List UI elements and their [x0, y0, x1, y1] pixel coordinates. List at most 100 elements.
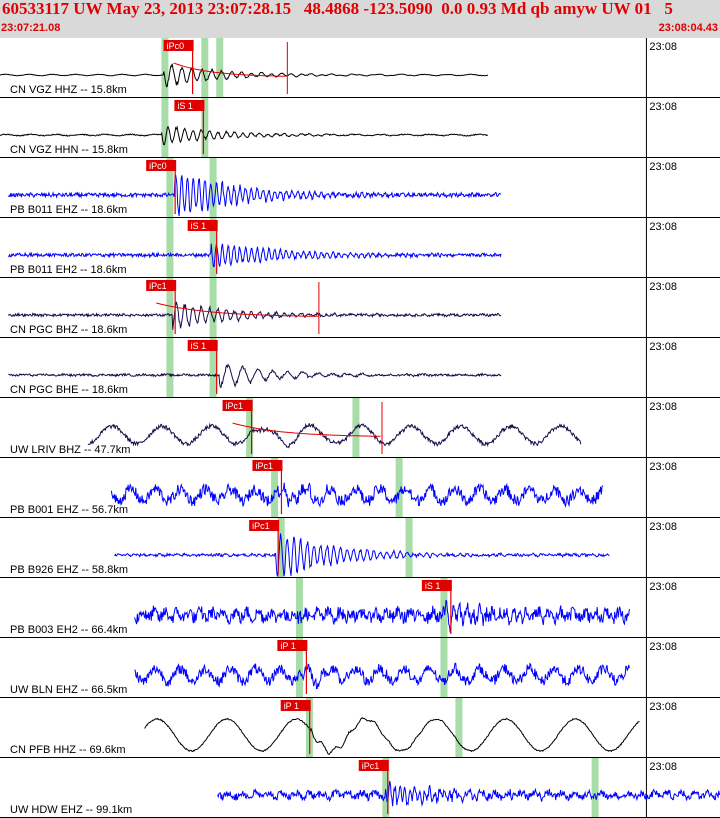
pick-flag	[146, 280, 177, 291]
trace-label: PB B011 EH2 -- 18.6km	[10, 264, 127, 276]
trace-row: 23:08 iPc0 PB B011 EHZ -- 18.6km	[0, 158, 720, 218]
waveform-trace	[134, 599, 630, 633]
trace-row: 23:08 iS 1 PB B003 EH2 -- 66.4km	[0, 578, 720, 638]
pick-flag	[358, 760, 389, 771]
pick-flag-label: iPc1	[149, 281, 167, 291]
trace-row: 23:08 iP 1 UW BLN EHZ -- 66.5km	[0, 638, 720, 698]
phase-window-marker	[395, 458, 403, 518]
trace-label: CN VGZ HHZ -- 15.8km	[10, 84, 127, 96]
pick-flag-label: iPc0	[149, 161, 167, 171]
trace-row: 23:08 iS 1 CN PGC BHE -- 18.6km	[0, 338, 720, 398]
pick-flag	[421, 580, 452, 591]
minute-tick-label: 23:08	[649, 401, 677, 413]
phase-window-marker	[166, 158, 174, 218]
pick-flag	[252, 460, 283, 471]
phase-window-marker	[166, 218, 174, 278]
phase-window-marker	[277, 518, 285, 578]
phase-window-marker	[246, 398, 254, 458]
trace-row: 23:08 iPc1 UW HDW EHZ -- 99.1km	[0, 758, 720, 818]
phase-window-marker	[209, 158, 217, 218]
minute-tick-label: 23:08	[649, 221, 677, 233]
waveform-trace	[110, 482, 604, 508]
trace-label: CN PGC BHE -- 18.6km	[10, 384, 128, 396]
phase-window-marker	[216, 38, 224, 98]
minute-tick-label: 23:08	[649, 101, 677, 113]
trace-label: UW HDW EHZ -- 99.1km	[10, 804, 132, 816]
phase-window-marker	[382, 758, 390, 818]
phase-window-marker	[209, 218, 217, 278]
minute-tick-label: 23:08	[649, 281, 677, 293]
pick-flag	[277, 640, 308, 651]
time-end-label: 23:08:04.43	[658, 22, 718, 34]
phase-window-marker	[352, 398, 360, 458]
phase-window-marker	[591, 758, 599, 818]
waveform-trace	[87, 422, 582, 449]
phase-window-marker	[209, 278, 217, 338]
waveform-trace	[8, 363, 502, 388]
waveform-trace	[0, 125, 488, 146]
phase-window-marker	[201, 98, 209, 158]
trace-label: PB B001 EHZ -- 56.7km	[10, 504, 128, 516]
pick-flag	[163, 40, 194, 51]
pick-flag	[187, 220, 218, 231]
pick-flag	[187, 340, 218, 351]
time-start-label: 23:07:21.08	[1, 22, 61, 34]
waveform-trace	[7, 243, 502, 268]
phase-window-marker	[201, 38, 209, 98]
trace-label: UW LRIV BHZ -- 47.7km	[10, 444, 130, 456]
minute-tick-label: 23:08	[649, 41, 677, 53]
phase-window-marker	[295, 578, 303, 638]
pick-flag	[222, 400, 253, 411]
pick-flag	[146, 160, 177, 171]
trace-label: PB B003 EH2 -- 66.4km	[10, 624, 127, 636]
trace-label: UW BLN EHZ -- 66.5km	[10, 684, 127, 696]
trace-row: 23:08 iS 1 CN VGZ HHN -- 15.8km	[0, 98, 720, 158]
minute-tick-label: 23:08	[649, 641, 677, 653]
phase-window-marker	[166, 338, 174, 398]
phase-window-marker	[209, 338, 217, 398]
phase-window-marker	[161, 38, 169, 98]
trace-label: CN PGC BHZ -- 18.6km	[10, 324, 127, 336]
pick-flag-label: iS 1	[191, 221, 207, 231]
minute-tick-label: 23:08	[649, 701, 677, 713]
event-title: 60533117 UW May 23, 2013 23:07:28.15 48.…	[2, 0, 673, 18]
minute-tick-label: 23:08	[649, 461, 677, 473]
pick-flag-label: iPc1	[226, 401, 244, 411]
trace-label: PB B011 EHZ -- 18.6km	[10, 204, 127, 216]
phase-window-marker	[295, 638, 303, 698]
phase-window-marker	[166, 278, 174, 338]
pick-flag-label: iS 1	[191, 341, 207, 351]
waveform-trace	[7, 174, 502, 217]
pick-flag	[174, 100, 205, 111]
pick-flag-label: iP 1	[284, 701, 299, 711]
waveform-trace	[144, 717, 640, 755]
trace-row: 23:08 iPc1 PB B001 EHZ -- 56.7km	[0, 458, 720, 518]
header-bar: 60533117 UW May 23, 2013 23:07:28.15 48.…	[0, 0, 720, 38]
pick-flag	[280, 700, 311, 711]
pick-flag	[249, 520, 280, 531]
trace-row: 23:08 iS 1 PB B011 EH2 -- 18.6km	[0, 218, 720, 278]
phase-window-marker	[161, 98, 169, 158]
trace-label: CN VGZ HHN -- 15.8km	[10, 144, 128, 156]
trace-row: 23:08 iPc1 PB B926 EHZ -- 58.8km	[0, 518, 720, 578]
phase-window-marker	[405, 518, 413, 578]
trace-row: 23:08 iP 1 CN PFB HHZ -- 69.6km	[0, 698, 720, 758]
minute-tick-label: 23:08	[649, 521, 677, 533]
minute-tick-label: 23:08	[649, 341, 677, 353]
coda-fit-curve	[232, 422, 381, 437]
phase-window-marker	[440, 638, 448, 698]
minute-tick-label: 23:08	[649, 161, 677, 173]
trace-row: 23:08 iPc1 CN PGC BHZ -- 18.6km	[0, 278, 720, 338]
minute-tick-label: 23:08	[649, 581, 677, 593]
pick-flag-label: iS 1	[177, 101, 193, 111]
pick-flag-label: iPc1	[255, 461, 273, 471]
trace-label: PB B926 EHZ -- 58.8km	[10, 564, 128, 576]
trace-row: 23:08 iPc0 CN VGZ HHZ -- 15.8km	[0, 38, 720, 98]
waveform-trace	[114, 533, 610, 578]
pick-flag-label: iPc1	[252, 521, 270, 531]
pick-flag-label: iP 1	[280, 641, 295, 651]
waveform-trace	[217, 780, 720, 807]
waveform-trace	[134, 662, 630, 690]
trace-label: CN PFB HHZ -- 69.6km	[10, 744, 126, 756]
trace-row: 23:08 iPc1 UW LRIV BHZ -- 47.7km	[0, 398, 720, 458]
